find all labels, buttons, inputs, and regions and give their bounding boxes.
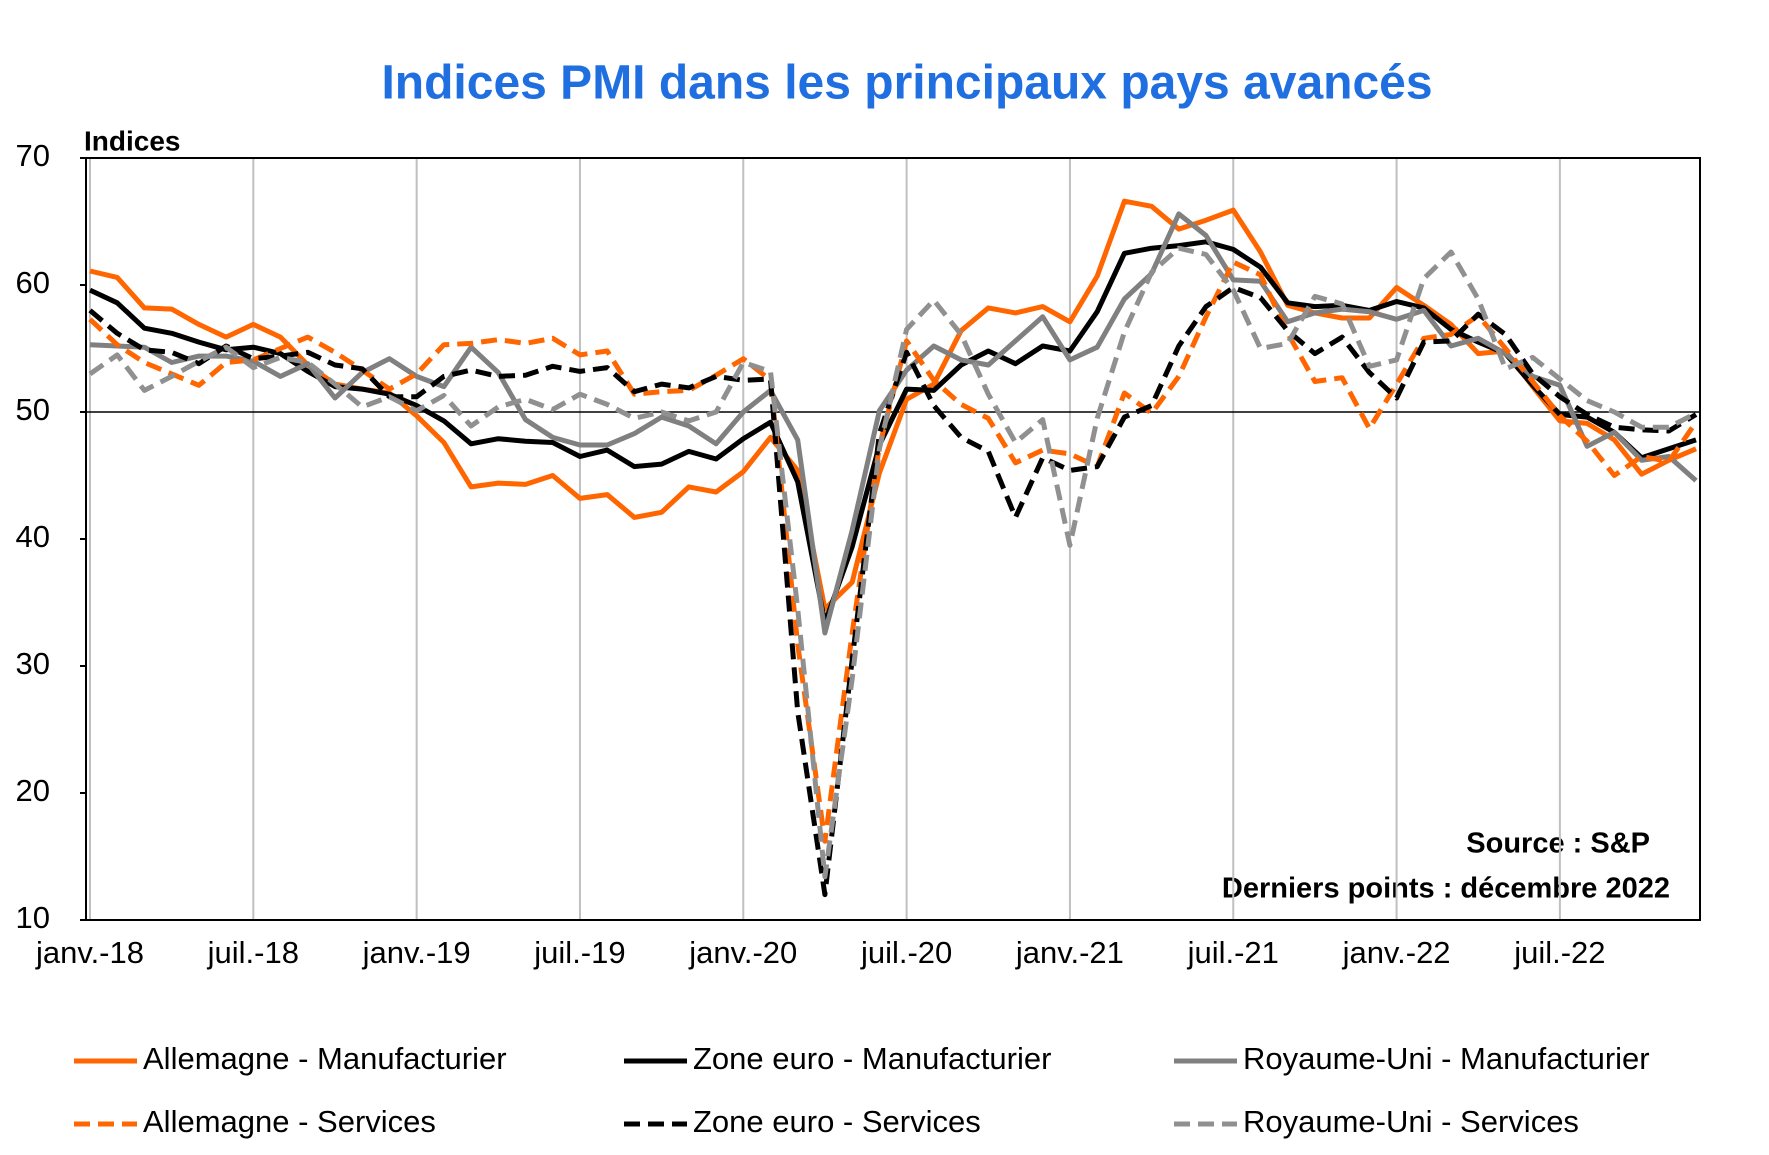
plot-frame [85, 157, 1701, 921]
x-tick-label: juil.-18 [207, 935, 299, 970]
series-line [88, 285, 1698, 898]
series-line [88, 245, 1698, 880]
chart-title: Indices PMI dans les principaux pays ava… [381, 57, 1432, 110]
x-tick-label: janv.-21 [1015, 935, 1124, 970]
x-tick-label: juil.-22 [1513, 935, 1605, 970]
legend-label: Allemagne - Manufacturier [143, 1041, 507, 1076]
legend-label: Allemagne - Services [143, 1104, 436, 1139]
annotation: Source : S&P [1466, 828, 1650, 860]
x-tick-label: janv.-22 [1342, 935, 1451, 970]
y-tick-label: 20 [16, 773, 50, 808]
y-tick-label: 40 [16, 519, 50, 554]
series-line [89, 198, 1697, 612]
series-line [89, 211, 1698, 636]
x-tick-label: juil.-19 [533, 935, 625, 970]
legend-label: Royaume-Uni - Services [1243, 1104, 1579, 1139]
y-tick-label: 50 [16, 392, 50, 427]
y-tick-label: 30 [16, 646, 50, 681]
y-tick-label: 60 [16, 265, 50, 300]
legend-label: Royaume-Uni - Manufacturier [1243, 1041, 1650, 1076]
x-tick-label: janv.-18 [35, 935, 144, 970]
legend-label: Zone euro - Manufacturier [693, 1041, 1051, 1076]
annotation: Derniers points : décembre 2022 [1222, 873, 1670, 905]
y-tick-label: 10 [16, 900, 50, 935]
y-tick-label: 70 [16, 138, 50, 173]
x-tick-label: janv.-20 [688, 935, 797, 970]
x-tick-label: juil.-21 [1187, 935, 1279, 970]
y-axis-label: Indices [84, 125, 180, 156]
series-line [88, 259, 1699, 844]
x-tick-label: juil.-20 [860, 935, 952, 970]
legend-label: Zone euro - Services [693, 1104, 981, 1139]
series-line [88, 239, 1697, 626]
x-tick-label: janv.-19 [362, 935, 471, 970]
